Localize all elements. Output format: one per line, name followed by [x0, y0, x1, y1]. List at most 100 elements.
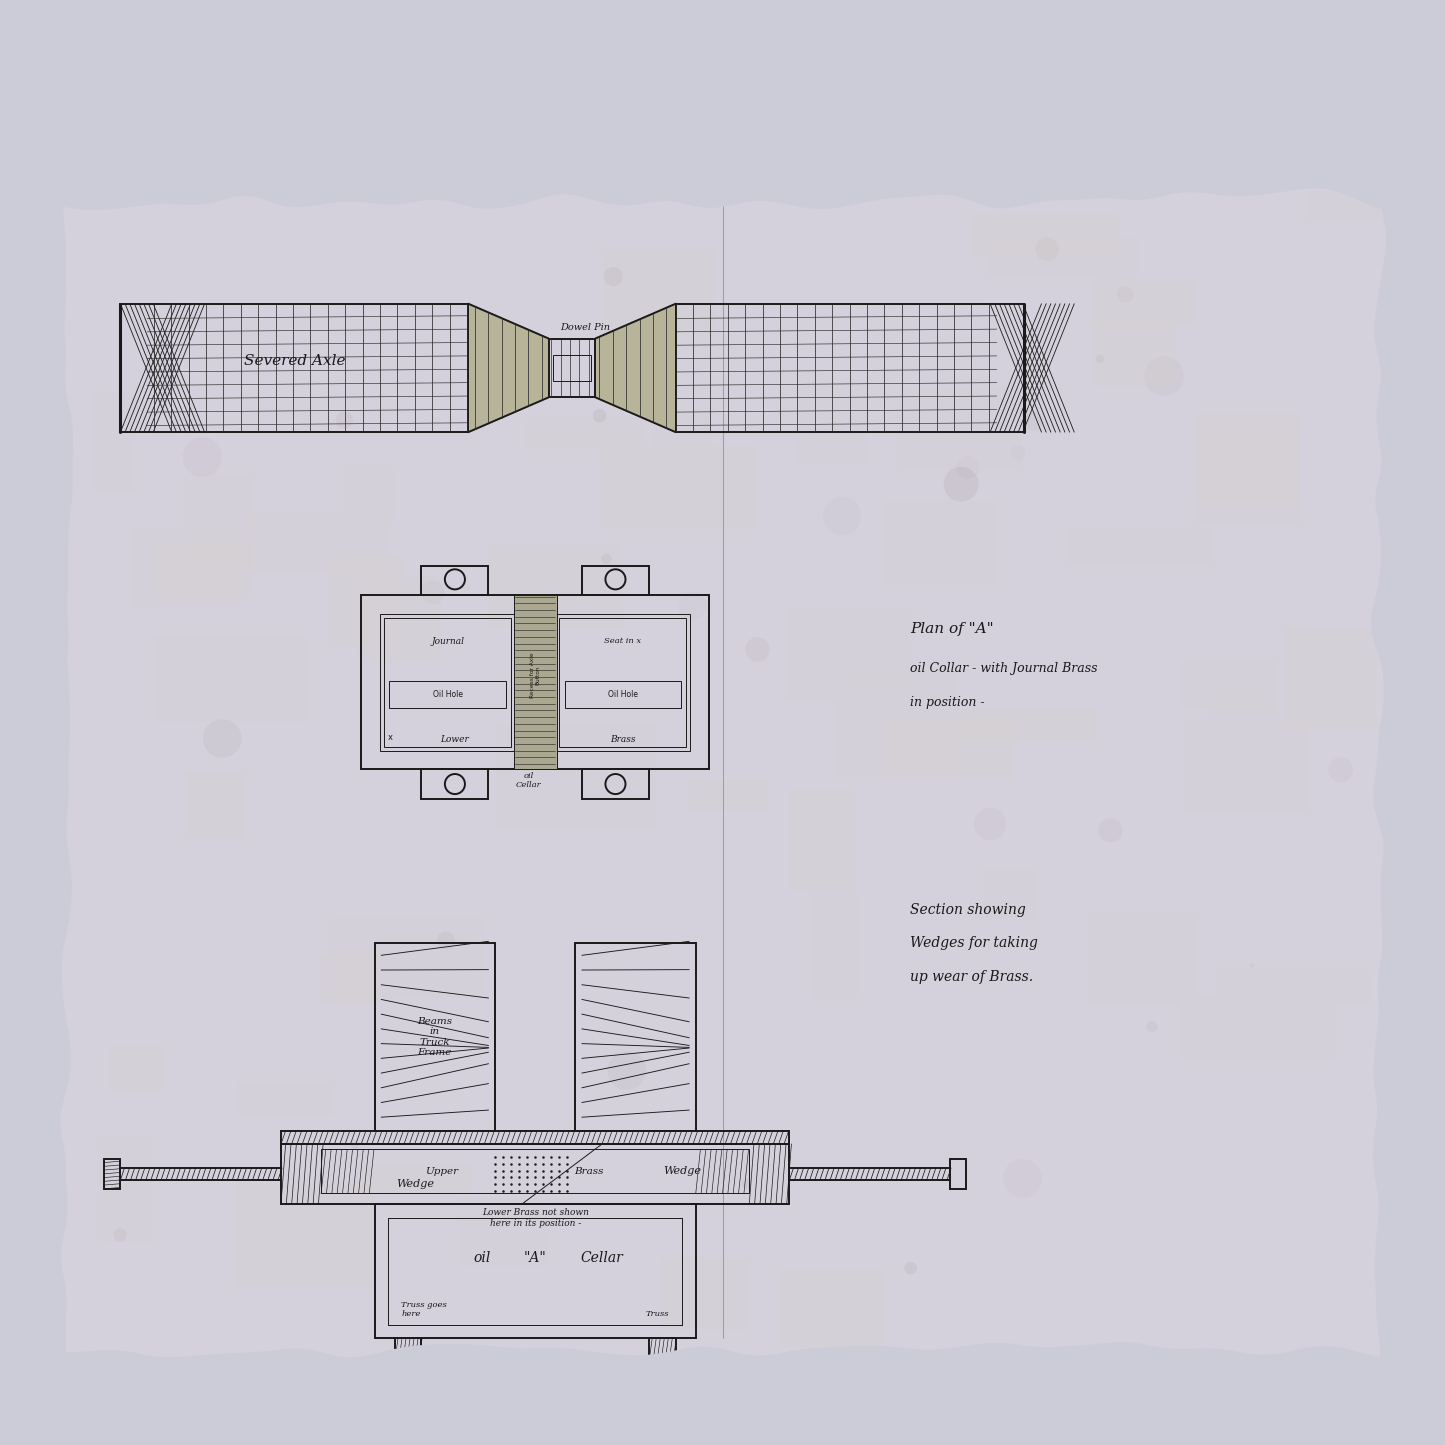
Bar [971, 214, 1118, 257]
Bar [1090, 913, 1198, 1004]
Bar [49, 139, 156, 179]
Text: Seat in x: Seat in x [604, 637, 642, 646]
Bar [342, 465, 394, 525]
Bar [384, 618, 512, 747]
Text: oil
Cellar: oil Cellar [516, 772, 542, 789]
Bar [422, 566, 488, 595]
Text: Severed Axle: Severed Axle [244, 354, 345, 368]
Bar [1198, 413, 1300, 503]
Bar [1084, 0, 1188, 40]
Bar [394, 1338, 422, 1363]
Circle shape [351, 1140, 360, 1149]
Bar [786, 607, 913, 701]
Bar [582, 769, 649, 799]
Text: Cellar: Cellar [581, 1251, 623, 1264]
Bar [458, 1198, 546, 1266]
Bar [110, 1046, 163, 1091]
Circle shape [741, 1179, 751, 1189]
Circle shape [905, 1261, 918, 1274]
Bar [1215, 968, 1370, 1006]
Bar [552, 354, 591, 381]
Bar [897, 386, 1023, 470]
Text: Wedges for taking: Wedges for taking [910, 936, 1038, 951]
Text: Plan of "A": Plan of "A" [910, 621, 994, 636]
Bar [381, 91, 445, 150]
Text: oil: oil [473, 1251, 490, 1264]
Bar [883, 720, 1013, 776]
Bar [1195, 420, 1300, 526]
Text: Wedge: Wedge [396, 1179, 433, 1189]
Bar [660, 1257, 750, 1329]
Circle shape [470, 65, 486, 81]
Bar [949, 1159, 967, 1189]
Circle shape [1098, 818, 1123, 842]
Bar [1207, 681, 1277, 717]
Text: up wear of Brass.: up wear of Brass. [910, 970, 1033, 984]
Bar [120, 303, 468, 432]
Bar [987, 238, 1137, 277]
Text: oil Collar - with Journal Brass: oil Collar - with Journal Brass [910, 662, 1097, 675]
Polygon shape [468, 303, 549, 432]
Bar [280, 1130, 789, 1144]
Bar [131, 529, 241, 610]
Bar [184, 474, 254, 566]
Bar [559, 618, 686, 747]
Bar [676, 303, 1023, 432]
Text: Journal: Journal [431, 637, 464, 646]
Circle shape [1095, 354, 1104, 363]
Bar [798, 380, 867, 464]
Bar [780, 1270, 883, 1348]
Circle shape [113, 1228, 127, 1241]
Bar [565, 681, 681, 708]
Bar [837, 669, 958, 775]
Bar [329, 556, 405, 649]
Bar [575, 944, 695, 1130]
Text: x: x [389, 733, 393, 741]
Bar [549, 338, 595, 397]
Circle shape [603, 85, 636, 118]
Bar [155, 543, 251, 598]
Bar [514, 595, 556, 769]
Bar [649, 1338, 676, 1363]
Bar [374, 1204, 695, 1338]
Bar [1348, 1353, 1425, 1383]
Bar [1182, 659, 1277, 709]
Bar [603, 249, 717, 332]
Bar [389, 681, 506, 708]
Circle shape [607, 1052, 646, 1090]
Circle shape [1380, 730, 1413, 763]
Bar [237, 1082, 334, 1116]
Bar [422, 769, 488, 799]
Bar [688, 779, 769, 812]
Bar [185, 772, 244, 838]
Text: Upper: Upper [425, 1168, 458, 1176]
Polygon shape [595, 303, 676, 432]
Bar [280, 1144, 789, 1204]
Circle shape [601, 553, 611, 565]
Circle shape [202, 720, 241, 757]
Text: Truss: Truss [646, 1311, 669, 1318]
Circle shape [1117, 286, 1133, 302]
Bar [600, 447, 757, 529]
Bar [1308, 191, 1445, 221]
Circle shape [436, 932, 455, 949]
Bar [579, 42, 683, 75]
Text: "A": "A" [523, 1251, 546, 1264]
Circle shape [376, 23, 413, 62]
Bar [1183, 720, 1309, 814]
Bar [1091, 279, 1195, 327]
Circle shape [944, 467, 978, 501]
Circle shape [935, 43, 965, 74]
Text: Brass: Brass [610, 736, 636, 744]
Bar [1159, 74, 1248, 126]
Bar [590, 160, 676, 189]
Text: in position -: in position - [910, 696, 984, 709]
Circle shape [746, 637, 770, 662]
Circle shape [1025, 412, 1043, 431]
Bar [153, 636, 306, 722]
Bar [1179, 996, 1337, 1061]
Text: Beams
in
Truck
Frame: Beams in Truck Frame [418, 1017, 452, 1058]
Bar [329, 918, 486, 997]
Circle shape [592, 409, 607, 422]
Bar [487, 543, 621, 629]
